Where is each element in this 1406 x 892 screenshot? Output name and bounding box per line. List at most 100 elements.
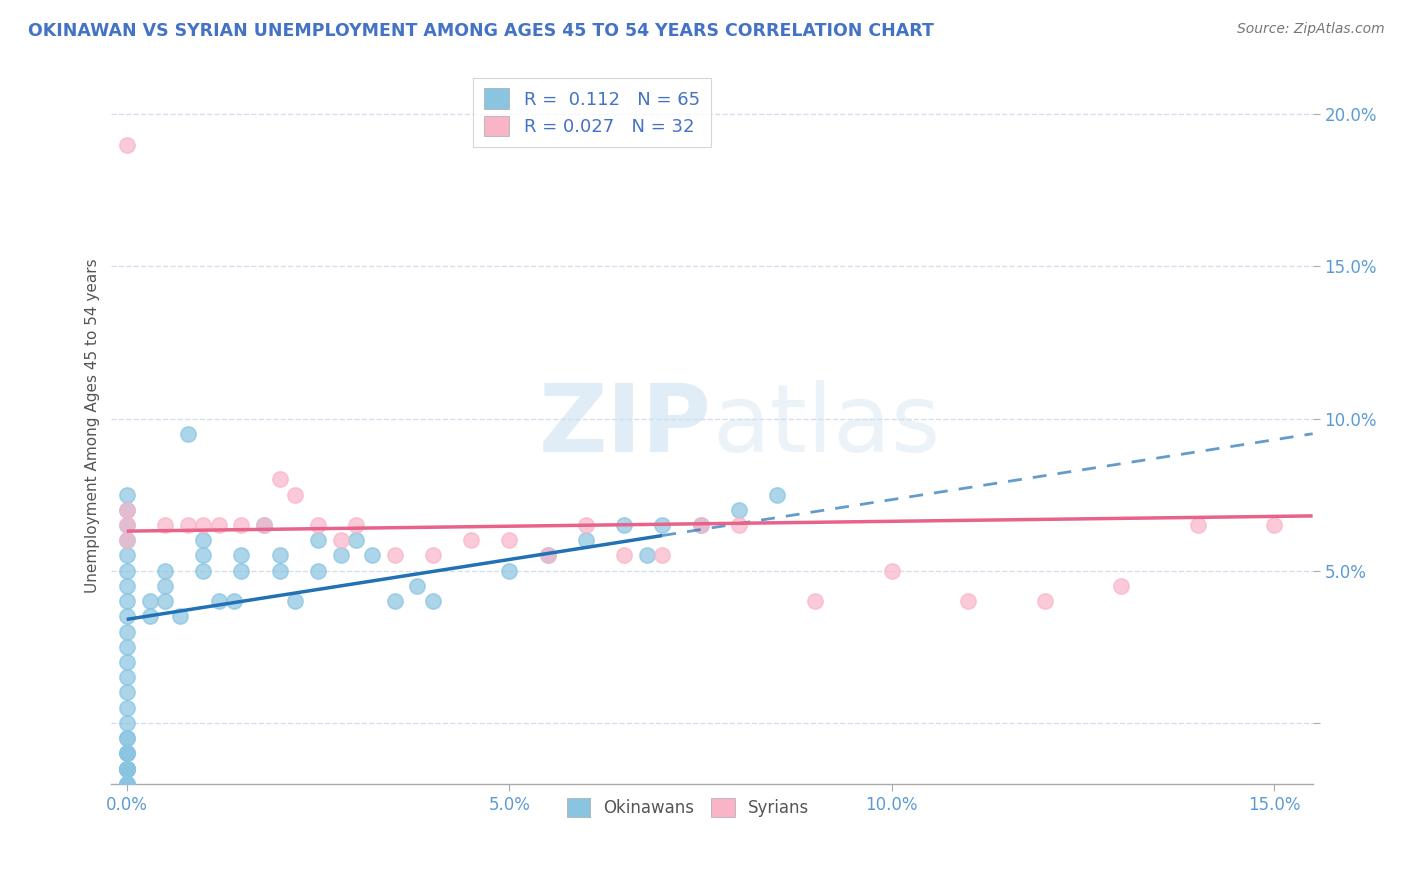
Point xyxy=(344,518,367,533)
Point xyxy=(613,549,636,563)
Point xyxy=(651,549,673,563)
Point xyxy=(269,472,291,486)
Point xyxy=(115,564,138,578)
Point xyxy=(193,518,215,533)
Point xyxy=(307,518,329,533)
Point xyxy=(115,533,138,548)
Point xyxy=(115,762,138,776)
Point xyxy=(284,487,307,501)
Point xyxy=(1187,518,1209,533)
Point xyxy=(269,549,291,563)
Point xyxy=(1033,594,1056,608)
Point xyxy=(115,747,138,761)
Point xyxy=(613,518,636,533)
Point xyxy=(115,762,138,776)
Text: Source: ZipAtlas.com: Source: ZipAtlas.com xyxy=(1237,22,1385,37)
Point xyxy=(575,518,598,533)
Point xyxy=(253,518,276,533)
Point xyxy=(138,594,160,608)
Point xyxy=(307,533,329,548)
Point xyxy=(329,533,352,548)
Point xyxy=(344,533,367,548)
Point xyxy=(207,594,229,608)
Point xyxy=(115,609,138,624)
Point xyxy=(115,518,138,533)
Point xyxy=(115,640,138,654)
Point xyxy=(138,609,160,624)
Point xyxy=(115,731,138,745)
Point xyxy=(115,518,138,533)
Point xyxy=(153,518,176,533)
Point xyxy=(284,594,307,608)
Point xyxy=(115,624,138,639)
Point xyxy=(231,564,253,578)
Text: OKINAWAN VS SYRIAN UNEMPLOYMENT AMONG AGES 45 TO 54 YEARS CORRELATION CHART: OKINAWAN VS SYRIAN UNEMPLOYMENT AMONG AG… xyxy=(28,22,934,40)
Point xyxy=(222,594,245,608)
Point xyxy=(169,609,191,624)
Point xyxy=(115,777,138,791)
Point xyxy=(360,549,382,563)
Point xyxy=(766,487,789,501)
Legend: Okinawans, Syrians: Okinawans, Syrians xyxy=(558,789,817,825)
Point xyxy=(115,762,138,776)
Point xyxy=(115,487,138,501)
Point xyxy=(177,518,200,533)
Point xyxy=(231,518,253,533)
Point xyxy=(115,503,138,517)
Point xyxy=(1111,579,1133,593)
Point xyxy=(329,549,352,563)
Point xyxy=(207,518,229,533)
Point xyxy=(231,549,253,563)
Point xyxy=(636,549,658,563)
Point xyxy=(115,762,138,776)
Point xyxy=(957,594,980,608)
Point xyxy=(384,594,406,608)
Point xyxy=(153,594,176,608)
Point xyxy=(689,518,711,533)
Point xyxy=(384,549,406,563)
Point xyxy=(269,564,291,578)
Point xyxy=(406,579,429,593)
Point xyxy=(575,533,598,548)
Point xyxy=(115,731,138,745)
Point xyxy=(115,762,138,776)
Point xyxy=(536,549,558,563)
Point xyxy=(422,594,444,608)
Point xyxy=(193,549,215,563)
Point xyxy=(115,594,138,608)
Point xyxy=(153,579,176,593)
Point xyxy=(115,715,138,730)
Point xyxy=(727,518,749,533)
Point xyxy=(115,747,138,761)
Point xyxy=(498,564,520,578)
Point xyxy=(115,579,138,593)
Text: atlas: atlas xyxy=(711,380,941,472)
Point xyxy=(115,533,138,548)
Point xyxy=(727,503,749,517)
Point xyxy=(115,747,138,761)
Point xyxy=(115,700,138,714)
Point xyxy=(115,503,138,517)
Point xyxy=(651,518,673,533)
Point xyxy=(115,777,138,791)
Point xyxy=(115,777,138,791)
Point xyxy=(115,655,138,669)
Point xyxy=(689,518,711,533)
Point xyxy=(460,533,482,548)
Point xyxy=(307,564,329,578)
Point xyxy=(253,518,276,533)
Point xyxy=(177,426,200,441)
Point xyxy=(115,762,138,776)
Point xyxy=(193,564,215,578)
Point xyxy=(880,564,903,578)
Y-axis label: Unemployment Among Ages 45 to 54 years: Unemployment Among Ages 45 to 54 years xyxy=(86,259,100,593)
Point xyxy=(804,594,827,608)
Point xyxy=(498,533,520,548)
Point xyxy=(115,549,138,563)
Point xyxy=(115,137,138,152)
Point xyxy=(115,685,138,699)
Point xyxy=(153,564,176,578)
Point xyxy=(1263,518,1285,533)
Point xyxy=(422,549,444,563)
Point xyxy=(536,549,558,563)
